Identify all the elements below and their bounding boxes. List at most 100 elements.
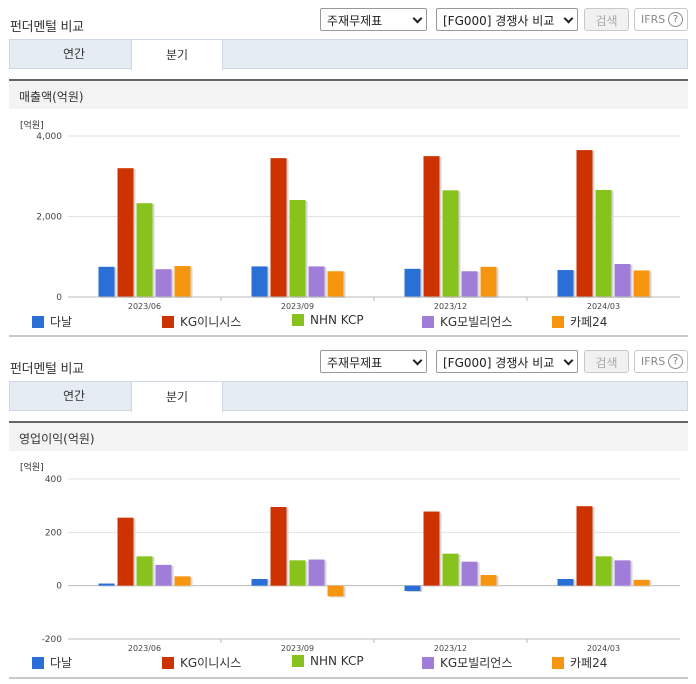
x-tick-label: 2024/03 [587,644,620,652]
bar [155,269,172,297]
bar [404,585,421,591]
unit-label: [억원] [20,121,44,131]
bar [614,263,631,297]
x-tick-label: 2023/06 [128,302,161,311]
bar [461,561,478,586]
bar [423,156,440,297]
bar [136,556,153,586]
legend-swatch [32,657,44,669]
x-tick-label: 2024/03 [587,302,620,311]
tab-quarterly[interactable]: 분기 [131,39,223,70]
bar [251,579,268,586]
legend-item[interactable]: NHN KCP [292,654,364,668]
bar [117,517,134,586]
statement-select-value: 주재무제표 [327,356,383,370]
section-title: 펀더멘털 비교 [10,20,84,35]
period-tabs: 연간 분기 [9,381,688,412]
section-header: 펀더멘털 비교 주재무제표 [FG000] 경쟁사 비교 검색 IFRS ? [0,6,696,38]
bar [308,559,325,586]
divider [9,335,688,337]
legend-swatch [162,316,174,328]
y-tick-label: -200 [42,635,63,645]
statement-select[interactable]: 주재무제표 [320,8,427,31]
search-button[interactable]: 검색 [584,350,629,373]
bar [327,585,344,597]
x-tick-label: 2023/06 [128,644,161,652]
bar [633,270,650,297]
compare-select[interactable]: [FG000] 경쟁사 비교 [436,8,578,31]
legend-item[interactable]: KG모빌리언스 [422,313,512,330]
legend-label: NHN KCP [310,313,364,327]
bar [576,506,593,586]
x-tick-label: 2023/09 [281,644,314,652]
legend-label: 다날 [50,656,73,670]
legend-swatch [552,316,564,328]
search-button[interactable]: 검색 [584,8,629,31]
help-icon[interactable]: ? [668,12,683,27]
revenue-chart: 0 2,000 4,000 2023/06 2023/09 2023/12 2024/03 [36,132,680,311]
bar [136,203,153,297]
y-tick-label: 0 [56,293,62,303]
bar [289,199,306,297]
bar [404,268,421,297]
legend-label: KG모빌리언스 [440,656,513,670]
legend-item[interactable]: 카페24 [552,313,607,330]
section-title: 펀더멘털 비교 [10,362,84,377]
legend-item[interactable]: 다날 [32,654,72,671]
bar [461,271,478,297]
tab-annual[interactable]: 연간 [62,389,86,403]
legend-swatch [422,657,434,669]
statement-select[interactable]: 주재무제표 [320,350,427,373]
bar [98,583,115,586]
legend-label: KG이니시스 [180,315,242,329]
unit-label: [억원] [20,463,44,473]
chevron-down-icon [563,13,574,24]
chart-header: 매출액(억원) [9,79,688,109]
legend-item[interactable]: KG모빌리언스 [422,654,512,671]
legend: 다날 KG이니시스 NHN KCP KG모빌리언스 카페24 [0,313,696,329]
bar [595,556,612,586]
legend: 다날 KG이니시스 NHN KCP KG모빌리언스 카페24 [0,654,696,670]
legend-item[interactable]: NHN KCP [292,313,364,327]
x-tick-label: 2023/09 [281,302,314,311]
tab-annual[interactable]: 연간 [62,47,86,61]
legend-item[interactable]: 다날 [32,313,72,330]
legend-swatch [422,316,434,328]
bar [270,507,287,586]
compare-select-value: [FG000] 경쟁사 비교 [443,14,555,28]
bar [174,266,191,297]
compare-select-value: [FG000] 경쟁사 비교 [443,356,555,370]
legend-label: 카페24 [570,315,608,329]
ifrs-label: IFRS [641,355,666,368]
legend-swatch [162,657,174,669]
divider [9,677,688,679]
chart-header: 영업이익(억원) [9,421,688,451]
legend-swatch [292,655,304,667]
bar [480,575,497,586]
legend-swatch [552,657,564,669]
legend-label: KG모빌리언스 [440,315,513,329]
tab-quarterly[interactable]: 분기 [131,381,223,412]
chevron-down-icon [412,13,423,24]
legend-swatch [32,316,44,328]
bar [270,158,287,297]
compare-select[interactable]: [FG000] 경쟁사 비교 [436,350,578,373]
y-tick-label: 200 [45,528,62,538]
legend-label: 카페24 [570,656,608,670]
legend-item[interactable]: KG이니시스 [162,654,241,671]
section-header: 펀더멘털 비교 주재무제표 [FG000] 경쟁사 비교 검색 IFRS ? [0,348,696,380]
legend-item[interactable]: 카페24 [552,654,607,671]
ifrs-button[interactable]: IFRS ? [634,8,688,31]
ifrs-button[interactable]: IFRS ? [634,350,688,373]
bar [308,266,325,297]
help-icon[interactable]: ? [668,354,683,369]
bar [423,511,440,586]
legend-swatch [292,314,304,326]
bar [174,576,191,586]
bar [633,579,650,586]
bar [595,189,612,297]
legend-item[interactable]: KG이니시스 [162,313,241,330]
statement-select-value: 주재무제표 [327,14,383,28]
y-tick-label: 0 [56,582,62,592]
bar [155,564,172,586]
